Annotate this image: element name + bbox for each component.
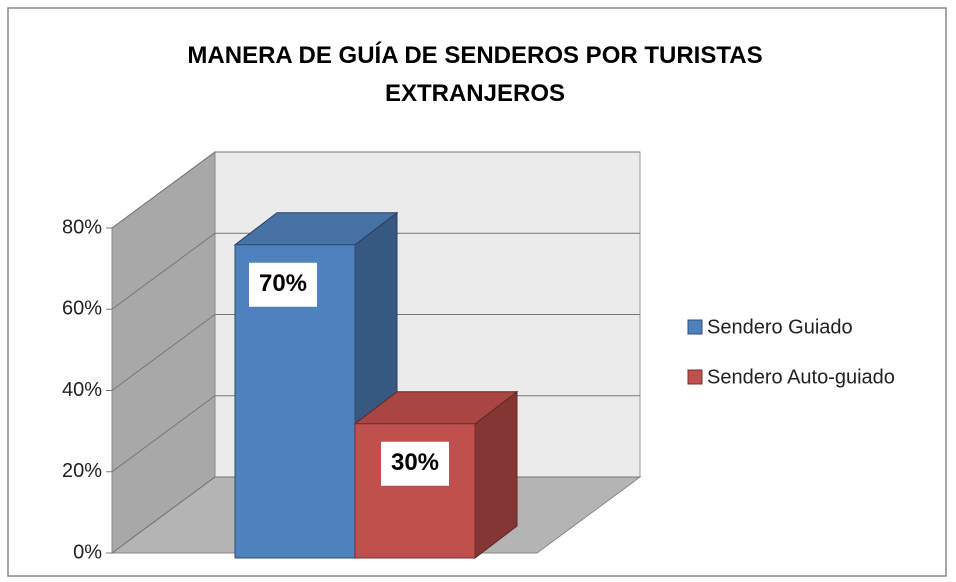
y-tick-label: 40% [62, 379, 102, 401]
value-label: 30% [391, 449, 439, 476]
grid-line [111, 151, 640, 229]
value-label-box [249, 262, 317, 307]
chart-title: MANERA DE GUÍA DE SENDEROS POR TURISTAS E… [187, 41, 762, 107]
y-tick-label: 60% [62, 298, 102, 320]
legend-label: Sendero Guiado [707, 316, 853, 338]
grid-line [111, 314, 640, 391]
value-label-box [381, 441, 449, 486]
y-tick-label: 80% [62, 216, 102, 238]
legend-label: Sendero Auto-guiado [707, 366, 895, 388]
y-tick-label: 20% [62, 460, 102, 482]
value-label: 70% [259, 270, 307, 297]
legend-swatch [687, 319, 703, 335]
y-tick-label: 0% [73, 541, 102, 563]
legend-swatch [687, 369, 703, 385]
grid-line [111, 232, 640, 310]
